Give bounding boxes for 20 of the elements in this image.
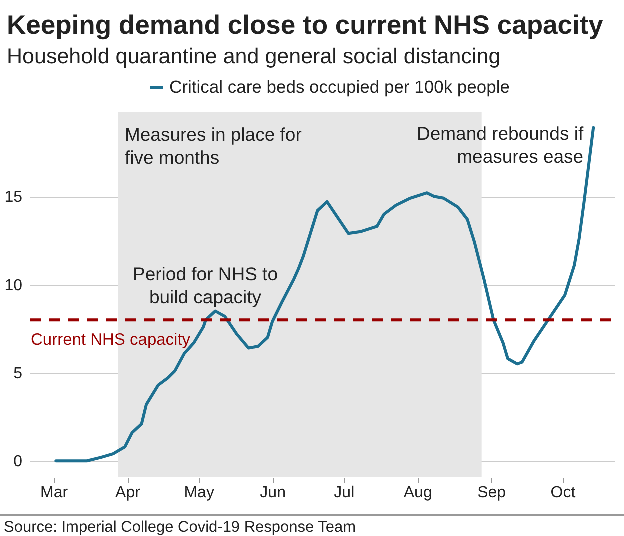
y-tick-label: 0 — [14, 454, 23, 471]
x-tick-label: Mar — [40, 484, 69, 502]
y-tick-label: 10 — [4, 277, 23, 294]
legend-label: Critical care beds occupied per 100k people — [170, 76, 510, 97]
ref-line-label: Current NHS capacity — [31, 331, 192, 350]
y-tick-label: 5 — [14, 365, 23, 382]
x-tick-label: Aug — [404, 484, 432, 502]
y-tick-label: 15 — [4, 189, 23, 206]
x-tick-label: Jul — [334, 484, 355, 502]
chart-title: Keeping demand close to current NHS capacity — [7, 10, 604, 40]
x-tick-label: Sep — [478, 484, 506, 502]
x-tick-label: Oct — [550, 484, 576, 502]
chart-subtitle: Household quarantine and general social distancing — [7, 44, 501, 68]
source-note: Source: Imperial College Covid-19 Response Team — [4, 519, 356, 536]
annotation: Period for NHS to build capacity — [132, 263, 278, 308]
x-tick-label: Jun — [260, 484, 286, 502]
x-tick-label: Apr — [116, 484, 142, 502]
annotation: Demand rebounds if measures ease — [416, 122, 584, 167]
x-tick-label: May — [184, 484, 214, 502]
band-label: Measures in place for five months — [124, 124, 302, 168]
